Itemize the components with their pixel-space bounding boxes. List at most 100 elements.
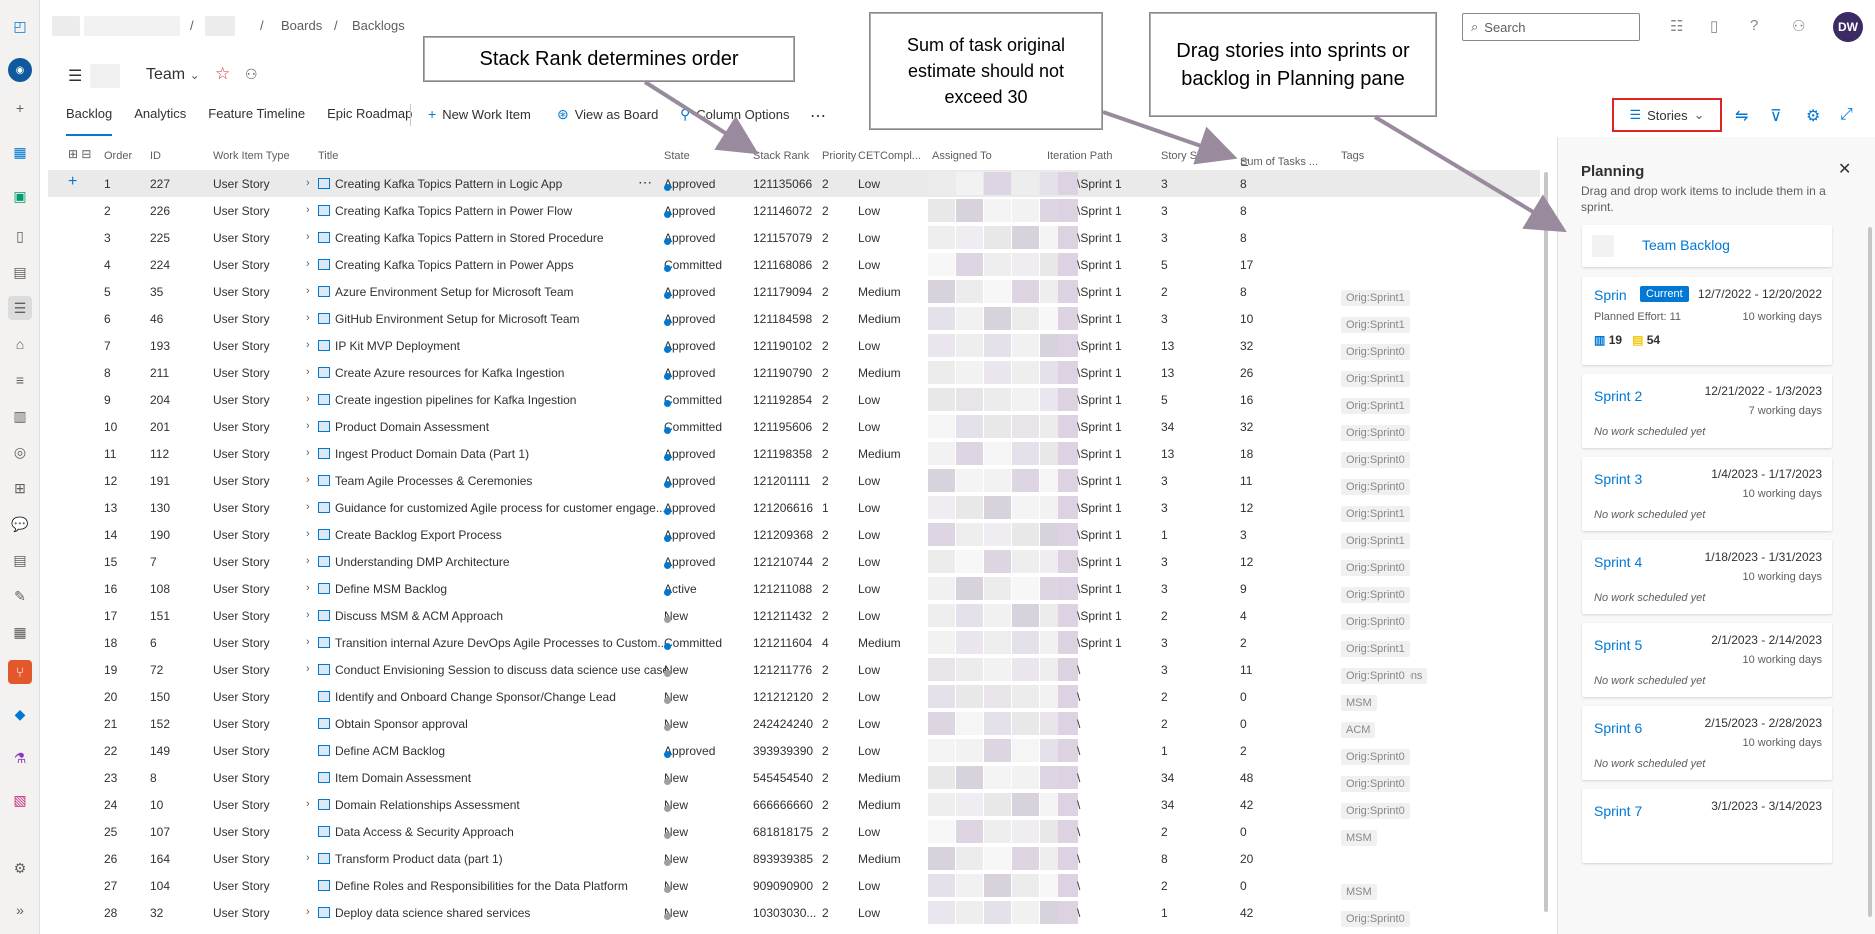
table-row[interactable]: 4 224 User Story › Creating Kafka Topics Pat… [48,251,1540,278]
tag-chip[interactable]: Orig:Sprint0 [1341,479,1410,495]
backlog-level-selector[interactable]: ☰ Stories ⌄ [1612,98,1722,132]
expand-collapse-all-icon[interactable]: ⊞ ⊟ [68,147,92,161]
tag-chip[interactable]: Orig:Sprint0 [1341,911,1410,927]
user-avatar[interactable]: DW [1833,12,1863,42]
expand-row-chevron-icon[interactable]: › [306,663,310,675]
list-icon[interactable]: ▤ [13,551,27,568]
expand-row-chevron-icon[interactable]: › [306,177,310,189]
cell-title-link[interactable]: Item Domain Assessment [335,771,472,785]
artifacts-icon[interactable]: ▧ [13,791,27,808]
tag-chip[interactable]: Orig:Sprint1 [1341,398,1410,414]
tab-feature-timeline[interactable]: Feature Timeline [208,106,306,121]
delivery-plans-icon[interactable]: ▥ [13,407,27,424]
expand-row-chevron-icon[interactable]: › [306,447,310,459]
board-icon[interactable]: ▤ [13,263,27,280]
cell-title-link[interactable]: Transform Product data (part 1) [335,852,503,866]
cell-title-link[interactable]: Create ingestion pipelines for Kafka Ing… [335,393,577,407]
breadcrumb-backlogs[interactable]: Backlogs [352,18,405,33]
cell-title-link[interactable]: Creating Kafka Topics Pattern in Power F… [335,204,573,218]
tag-chip[interactable]: MSM [1341,695,1377,711]
chat-icon[interactable]: 💬 [11,515,29,532]
tag-chip[interactable]: Orig:Sprint0 [1341,614,1410,630]
table-row[interactable]: 22 149 User Story Define ACM Backlog Approve… [48,737,1540,765]
sprint-card[interactable]: Sprint 3 1/4/2023 - 1/17/2023 10 working d… [1582,457,1832,531]
sprint-card[interactable]: Sprint 2 12/21/2022 - 1/3/2023 7 working d… [1582,374,1832,448]
cell-title-link[interactable]: IP Kit MVP Deployment [335,339,460,353]
table-row[interactable]: 12 191 User Story › Team Agile Processes & C… [48,467,1540,495]
table-row[interactable]: 23 8 User Story Item Domain Assessment New 54… [48,764,1540,792]
fullscreen-icon[interactable]: ⤢ [1840,106,1853,123]
cell-title-link[interactable]: Azure Environment Setup for Microsoft Te… [335,285,574,299]
expand-row-chevron-icon[interactable]: › [306,501,310,513]
breadcrumb-boards[interactable]: Boards [281,18,323,33]
expand-row-chevron-icon[interactable]: › [306,420,310,432]
overview-icon[interactable]: ▦ [13,143,27,160]
expand-row-chevron-icon[interactable]: › [306,609,310,621]
col-work-item-type[interactable]: Work Item Type [213,150,290,162]
close-icon[interactable]: ✕ [1838,161,1852,178]
expand-row-chevron-icon[interactable]: › [306,231,310,243]
tag-chip[interactable]: Orig:Sprint1 [1341,371,1410,387]
cell-title-link[interactable]: Creating Kafka Topics Pattern in Logic A… [335,177,563,191]
col-iteration-path[interactable]: Iteration Path [1047,150,1113,162]
col-title[interactable]: Title [318,150,339,162]
col-assigned-to[interactable]: Assigned To [932,150,992,162]
col-id[interactable]: ID [150,150,161,162]
tag-chip[interactable]: MSM [1341,884,1377,900]
column-options-button[interactable]: ⚲ Column Options [680,106,789,123]
col-order[interactable]: Order [104,150,133,162]
cell-title-link[interactable]: GitHub Environment Setup for Microsoft T… [335,312,580,326]
table-row[interactable]: 5 35 User Story › Azure Environment Setup fo… [48,278,1540,306]
search-input[interactable]: ⌕ Search [1462,13,1640,41]
team-backlog-card[interactable]: Team Backlog [1582,225,1832,267]
tag-chip[interactable]: Orig:Sprint1 [1341,506,1410,522]
table-row[interactable]: 10 201 User Story › Product Domain Assessmen… [48,413,1540,441]
table-row[interactable]: 6 46 User Story › GitHub Environment Setup f… [48,305,1540,333]
table-row[interactable]: 21 152 User Story Obtain Sponsor approval Ne… [48,710,1540,738]
table-row[interactable]: 19 72 User Story › Conduct Envisioning Sessi… [48,656,1540,684]
expand-row-chevron-icon[interactable]: › [306,312,310,324]
tab-backlog[interactable]: Backlog [66,106,113,136]
project-avatar-icon[interactable]: ◉ [8,58,32,82]
table-row[interactable]: 17 151 User Story › Discuss MSM & ACM Approa… [48,602,1540,630]
cell-title-link[interactable]: Transition internal Azure DevOps Agile P… [335,636,668,650]
expand-row-chevron-icon[interactable]: › [306,798,310,810]
col-priority[interactable]: Priority [822,150,857,162]
col-state[interactable]: State [664,150,690,162]
tag-chip[interactable]: Orig:Sprint0 [1341,560,1410,576]
table-row[interactable]: + ⋯ 1 227 User Story › Creating Kafka Topics P… [48,170,1540,197]
tag-chip[interactable]: Orig:Sprint0 [1341,452,1410,468]
grid-scrollbar[interactable] [1544,172,1548,912]
table-row[interactable]: 11 112 User Story › Ingest Product Domain Da… [48,440,1540,468]
cell-title-link[interactable]: Data Access & Security Approach [335,825,514,839]
cell-title-link[interactable]: Create Backlog Export Process [335,528,502,542]
expand-row-chevron-icon[interactable]: › [306,474,310,486]
cell-title-link[interactable]: Product Domain Assessment [335,420,490,434]
table-row[interactable]: 8 211 User Story › Create Azure resources fo… [48,359,1540,387]
col-stack-rank[interactable]: Stack Rank [753,150,810,162]
azure-devops-logo-icon[interactable]: ◰ [13,17,27,34]
expand-row-chevron-icon[interactable]: › [306,582,310,594]
table-row[interactable]: 25 107 User Story Data Access & Security Ap… [48,818,1540,846]
view-as-board-button[interactable]: ⊛ View as Board [557,106,658,123]
help-icon[interactable]: ? [1750,17,1759,34]
table-row[interactable]: 28 32 User Story › Deploy data science share… [48,899,1540,927]
more-actions-button[interactable]: ⋯ [810,108,826,125]
tag-chip[interactable]: Orig:Sprint1 [1341,641,1410,657]
tag-chip[interactable]: Orig:Sprint0 [1341,749,1410,765]
sprint-card[interactable]: Sprint 5 2/1/2023 - 2/14/2023 10 working d… [1582,623,1832,697]
expand-row-chevron-icon[interactable]: › [306,528,310,540]
cell-title-link[interactable]: Creating Kafka Topics Pattern in Stored … [335,231,604,245]
cell-title-link[interactable]: Team Agile Processes & Ceremonies [335,474,533,488]
tag-chip[interactable]: MSM [1341,830,1377,846]
table-row[interactable]: 18 6 User Story › Transition internal Azure … [48,629,1540,657]
settings-icon[interactable]: ⚙ [13,859,27,876]
table-row[interactable]: 13 130 User Story › Guidance for customized … [48,494,1540,522]
cell-title-link[interactable]: Guidance for customized Agile process fo… [335,501,666,515]
expand-row-chevron-icon[interactable]: › [306,204,310,216]
cell-title-link[interactable]: Discuss MSM & ACM Approach [335,609,504,623]
settings-gear-icon[interactable]: ⚙ [1806,108,1821,125]
cell-title-link[interactable]: Create Azure resources for Kafka Ingesti… [335,366,565,380]
expand-row-chevron-icon[interactable]: › [306,366,310,378]
cell-title-link[interactable]: Conduct Envisioning Session to discuss d… [335,663,670,677]
